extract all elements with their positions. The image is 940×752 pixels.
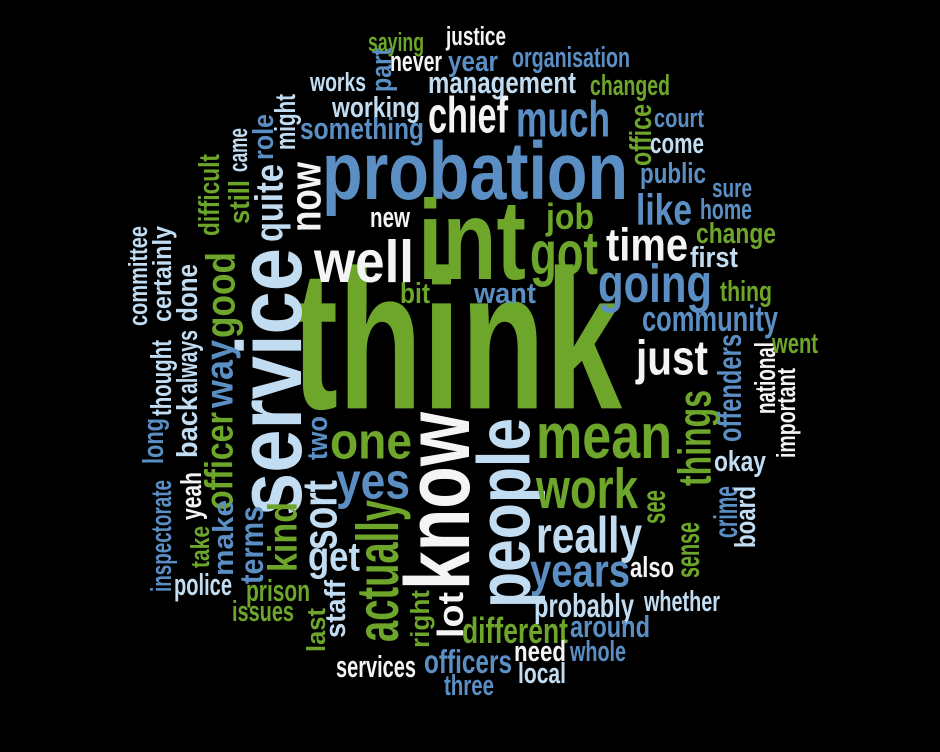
word-sure: sure [712, 174, 752, 203]
word-new: new [370, 201, 410, 234]
word-services: services [336, 649, 416, 684]
word-years: years [530, 544, 630, 597]
word-organisation: organisation [512, 41, 630, 74]
word-long: long [137, 418, 170, 464]
word-bit: bit [400, 277, 430, 310]
word-sense: sense [668, 522, 707, 578]
word-went: went [772, 327, 818, 360]
word-police: police [174, 567, 232, 602]
word-work: work [536, 457, 638, 521]
word-inspectorate: inspectorate [145, 480, 178, 592]
word-lot: lot [430, 592, 471, 638]
word-whether: whether [644, 585, 720, 618]
word-issues: issues [232, 595, 294, 628]
word-terms: terms [232, 506, 271, 584]
word-thought: thought [145, 340, 178, 416]
word-always: always [171, 330, 204, 394]
word-offenders: offenders [710, 334, 749, 442]
word-committee: committee [124, 226, 153, 326]
word-well: well [314, 228, 414, 295]
word-got: got [530, 218, 598, 288]
word-chief: chief [428, 86, 508, 144]
word-whole: whole [570, 635, 626, 668]
word-home: home [700, 193, 752, 226]
word-came: came [224, 128, 253, 172]
word-like: like [636, 185, 692, 235]
word-role: role [247, 114, 280, 160]
word-still: still [223, 180, 256, 224]
word-come: come [650, 127, 704, 160]
word-one: one [330, 412, 412, 470]
word-see: see [634, 490, 673, 524]
word-going: going [598, 253, 712, 315]
word-works: works [310, 68, 366, 97]
word-change: change [696, 217, 776, 250]
word-first: first [690, 241, 738, 274]
word-really: really [536, 506, 642, 564]
word-never: never [390, 45, 442, 78]
word-think: think [292, 229, 622, 453]
word-prison: prison [246, 573, 310, 608]
word-difficult: difficult [193, 154, 226, 236]
word-justice: justice [446, 22, 506, 51]
word-also: also [630, 551, 674, 584]
word-two: two [301, 416, 334, 460]
word-need: need [514, 635, 566, 668]
word-thing: thing [720, 275, 772, 308]
word-around: around [570, 609, 650, 644]
word-management: management [428, 65, 576, 100]
word-working: working [332, 91, 420, 124]
word-job: job [546, 196, 594, 237]
word-mean: mean [536, 400, 672, 472]
word-good: good [197, 252, 244, 338]
word-make: make [207, 500, 240, 576]
word-three: three [444, 669, 494, 702]
word-last: last [302, 608, 331, 652]
word-get: get [308, 533, 360, 580]
word-certainly: certainly [148, 226, 177, 322]
word-year: year [448, 45, 498, 78]
word-local: local [518, 657, 566, 690]
word-probably: probably [534, 586, 634, 625]
word-just: just [636, 330, 708, 386]
word-okay: okay [714, 445, 766, 478]
word-way: way [198, 340, 242, 408]
word-different: different [462, 610, 568, 651]
word-right: right [406, 590, 435, 648]
word-yeah: yeah [175, 472, 208, 520]
word-quite: quite [248, 164, 292, 242]
word-board: board [729, 486, 762, 548]
word-community: community [642, 298, 778, 339]
word-court: court [654, 104, 704, 133]
word-back: back [171, 396, 204, 458]
word-changed: changed [590, 69, 670, 102]
word-time: time [606, 218, 688, 271]
word-public: public [640, 157, 706, 190]
word-office: office [623, 104, 658, 166]
word-int: int [418, 177, 526, 305]
word-done: done [171, 264, 204, 322]
word-want: want [474, 277, 536, 310]
word-saying: saying [368, 28, 424, 57]
word-something: something [300, 111, 424, 146]
word-officers: officers [424, 642, 512, 681]
word-much: much [516, 90, 610, 148]
word-important: important [772, 368, 801, 458]
word-probation: probation [322, 125, 628, 218]
word-yes: yes [336, 452, 410, 510]
